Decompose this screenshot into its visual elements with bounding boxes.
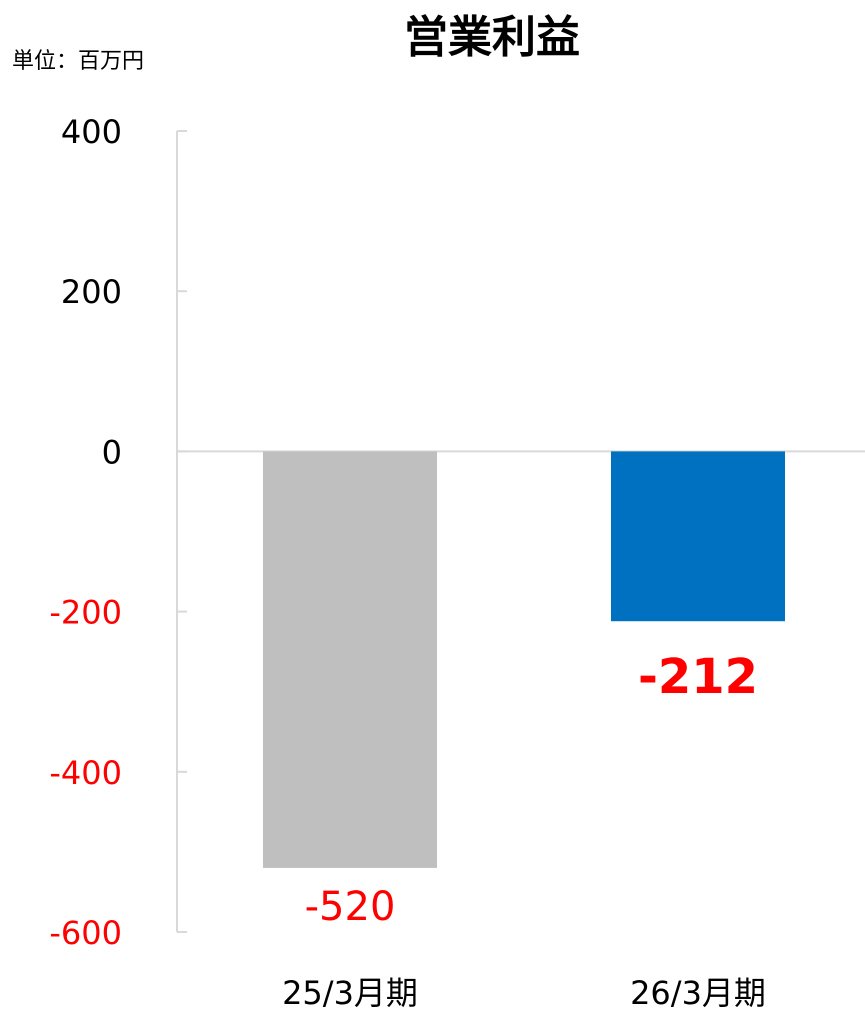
y-tick-label: -200 — [49, 594, 122, 632]
category-label: 25/3月期 — [282, 974, 418, 1012]
y-tick-label: 0 — [102, 433, 122, 471]
y-axis-ticks: 400 200 0 -200 -400 -600 — [49, 113, 187, 952]
data-labels: -520 -212 — [305, 649, 758, 930]
y-tick-label: 200 — [61, 273, 122, 311]
bar-value-label: -212 — [638, 649, 758, 705]
y-tick-label: -600 — [49, 914, 122, 952]
chart-title: 営業利益 — [404, 12, 580, 63]
category-labels: 25/3月期 26/3月期 — [282, 974, 766, 1012]
category-label: 26/3月期 — [630, 974, 766, 1012]
bar — [611, 451, 785, 622]
unit-label: 単位：百万円 — [12, 49, 144, 74]
y-tick-label: 400 — [61, 113, 122, 151]
bars — [263, 451, 785, 868]
bar — [263, 451, 437, 868]
bar-value-label: -520 — [305, 884, 396, 930]
y-tick-label: -400 — [49, 754, 122, 792]
